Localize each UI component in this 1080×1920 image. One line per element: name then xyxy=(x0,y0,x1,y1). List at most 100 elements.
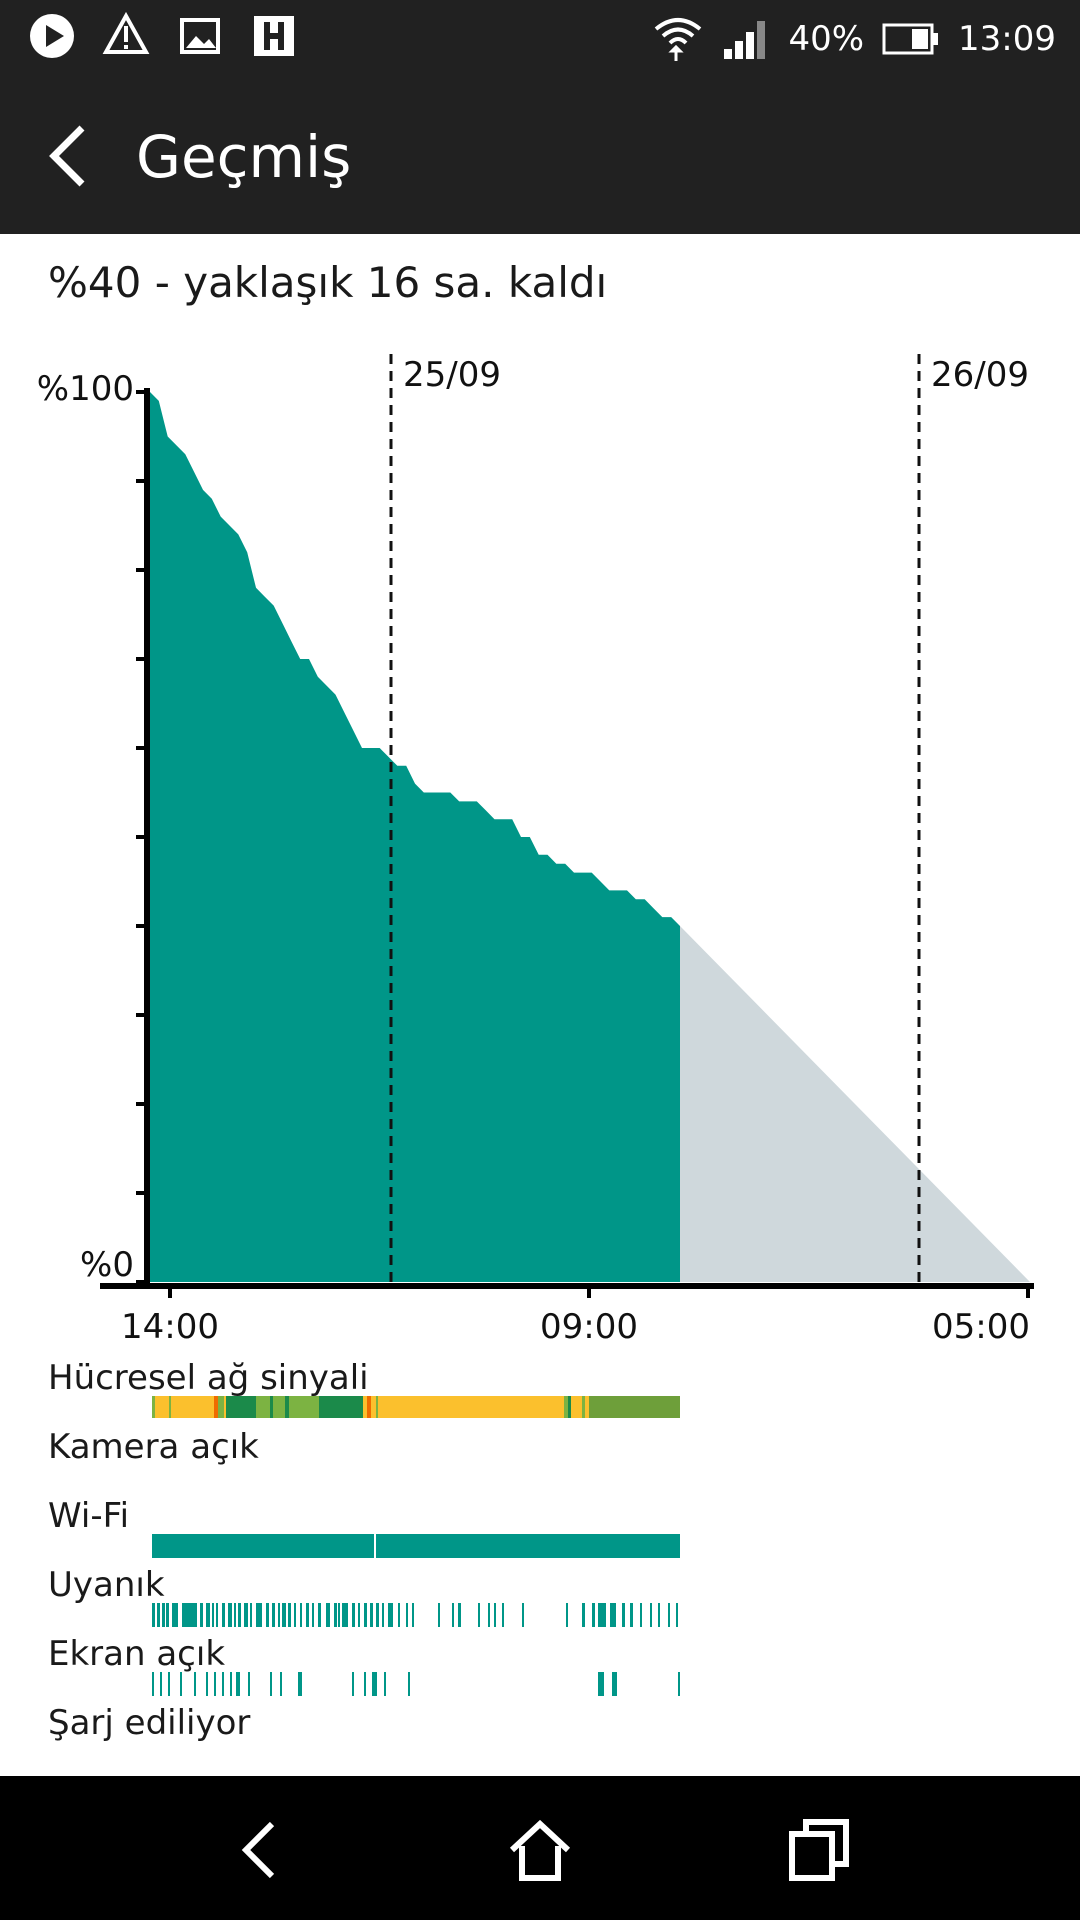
play-icon xyxy=(30,14,74,58)
page-title: Geçmiş xyxy=(136,123,352,191)
awake-tick xyxy=(288,1603,291,1627)
notification-icons xyxy=(28,12,298,60)
image-icon xyxy=(180,18,220,54)
screen-on-tick xyxy=(352,1672,354,1696)
awake-tick xyxy=(622,1603,625,1627)
x-tick-label: 09:00 xyxy=(540,1307,638,1340)
awake-tick xyxy=(566,1603,568,1627)
awake-tick xyxy=(478,1603,480,1627)
awake-tick xyxy=(358,1603,360,1627)
signal-segment xyxy=(273,1396,285,1418)
awake-tick xyxy=(388,1603,393,1627)
awake-tick xyxy=(598,1603,606,1627)
screen-on-tick xyxy=(280,1672,282,1696)
awake-tick xyxy=(222,1603,225,1627)
battery-chart: 25/09 26/09 %100 %0 14:00 09:00 05:00 xyxy=(0,340,1080,1347)
signal-segment xyxy=(171,1396,214,1418)
screen-on-tick xyxy=(364,1672,366,1696)
signal-segment xyxy=(371,1396,376,1418)
awake-label: Uyanık xyxy=(48,1565,165,1605)
wifi-track xyxy=(152,1534,680,1558)
awake-tick xyxy=(398,1603,400,1627)
screen-on-tick xyxy=(180,1672,182,1696)
awake-tick xyxy=(668,1603,670,1627)
awake-tick xyxy=(200,1603,203,1627)
screen-on-tick xyxy=(222,1672,224,1696)
battery-percent: 40% xyxy=(788,19,865,59)
date-marker-label: 25/09 xyxy=(403,355,501,395)
awake-tick xyxy=(352,1603,355,1627)
signal-segment xyxy=(285,1396,289,1418)
screen-on-tick xyxy=(168,1672,170,1696)
awake-tick xyxy=(630,1603,633,1627)
y-label-bottom: %0 xyxy=(80,1245,134,1285)
awake-tick xyxy=(182,1603,197,1627)
history-area xyxy=(150,392,680,1282)
awake-tick xyxy=(318,1603,321,1627)
awake-tick xyxy=(212,1603,214,1627)
screen-on-tick xyxy=(384,1672,386,1696)
awake-tick xyxy=(452,1603,454,1627)
awake-tick xyxy=(216,1603,218,1627)
awake-tick xyxy=(676,1603,678,1627)
prediction-area xyxy=(680,926,1030,1282)
signal-segment xyxy=(571,1396,582,1418)
awake-tick xyxy=(650,1603,652,1627)
navigation-bar xyxy=(0,1776,1080,1920)
awake-tick xyxy=(278,1603,280,1627)
signal-segment xyxy=(218,1396,224,1418)
screen-on-tick xyxy=(612,1672,617,1696)
wifi-segment xyxy=(152,1534,374,1558)
awake-tick xyxy=(522,1603,524,1627)
status-bar: 40% 13:09 xyxy=(0,0,1080,78)
screen-on-tick xyxy=(372,1672,377,1696)
y-label-top: %100 xyxy=(37,369,134,409)
wifi-label: Wi-Fi xyxy=(48,1496,130,1536)
home-icon[interactable] xyxy=(500,1810,580,1890)
awake-tick xyxy=(238,1603,241,1627)
signal-segment xyxy=(564,1396,568,1418)
awake-tick xyxy=(162,1603,165,1627)
awake-tick xyxy=(206,1603,210,1627)
awake-tick xyxy=(458,1603,461,1627)
awake-tick xyxy=(266,1603,269,1627)
signal-segment xyxy=(270,1396,273,1418)
wifi-segment xyxy=(376,1534,680,1558)
back-arrow-icon[interactable] xyxy=(40,120,100,192)
signal-icon xyxy=(724,21,766,59)
screen-on-tick xyxy=(152,1672,154,1696)
signal-segment xyxy=(363,1396,367,1418)
signal-segment xyxy=(224,1396,226,1418)
awake-tick xyxy=(306,1603,309,1627)
awake-tick xyxy=(502,1603,504,1627)
awake-tick xyxy=(244,1603,248,1627)
awake-tick xyxy=(370,1603,373,1627)
nav-back-icon[interactable] xyxy=(220,1810,300,1890)
awake-tick xyxy=(412,1603,414,1627)
recents-icon[interactable] xyxy=(780,1810,860,1890)
awake-tick xyxy=(326,1603,330,1627)
awake-tick xyxy=(342,1603,348,1627)
signal-segment xyxy=(256,1396,270,1418)
signal-segment xyxy=(582,1396,585,1418)
signal-segment xyxy=(155,1396,169,1418)
awake-tick xyxy=(406,1603,408,1627)
awake-tick xyxy=(658,1603,660,1627)
screen-on-tick xyxy=(598,1672,604,1696)
awake-tick xyxy=(166,1603,169,1627)
signal-segment xyxy=(319,1396,363,1418)
screen-on-tick xyxy=(206,1672,208,1696)
x-tick-label: 14:00 xyxy=(121,1307,219,1340)
awake-tick xyxy=(282,1603,286,1627)
awake-tick xyxy=(382,1603,384,1627)
signal-segment xyxy=(589,1396,680,1418)
screen-on-track xyxy=(152,1672,680,1696)
signal-segment xyxy=(378,1396,564,1418)
awake-tick xyxy=(438,1603,440,1627)
battery-summary: %40 - yaklaşık 16 sa. kaldı xyxy=(48,258,608,307)
charging-label: Şarj ediliyor xyxy=(48,1703,251,1743)
awake-tick xyxy=(152,1603,155,1627)
awake-tick xyxy=(228,1603,232,1627)
awake-tick xyxy=(364,1603,367,1627)
battery-icon xyxy=(882,23,939,55)
